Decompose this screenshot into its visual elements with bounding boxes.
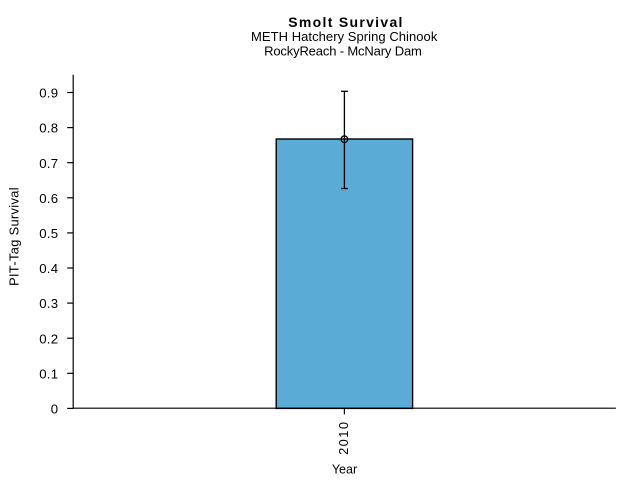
svg-text:PIT-Tag Survival: PIT-Tag Survival	[6, 187, 21, 286]
svg-text:METH Hatchery Spring Chinook: METH Hatchery Spring Chinook	[251, 29, 438, 44]
svg-text:0.8: 0.8	[39, 121, 58, 136]
svg-text:Year: Year	[332, 463, 357, 477]
svg-text:0.3: 0.3	[39, 296, 58, 311]
svg-text:0.2: 0.2	[39, 331, 58, 346]
svg-text:0.7: 0.7	[39, 156, 58, 171]
svg-text:2010: 2010	[336, 420, 351, 454]
svg-text:0: 0	[51, 402, 59, 417]
svg-text:0.9: 0.9	[39, 86, 58, 101]
svg-text:0.1: 0.1	[39, 366, 58, 381]
svg-text:RockyReach - McNary Dam: RockyReach - McNary Dam	[264, 44, 422, 59]
svg-text:0.4: 0.4	[39, 261, 58, 276]
svg-text:0.5: 0.5	[39, 226, 58, 241]
svg-text:0.6: 0.6	[39, 191, 58, 206]
svg-text:Smolt Survival: Smolt Survival	[288, 14, 403, 30]
